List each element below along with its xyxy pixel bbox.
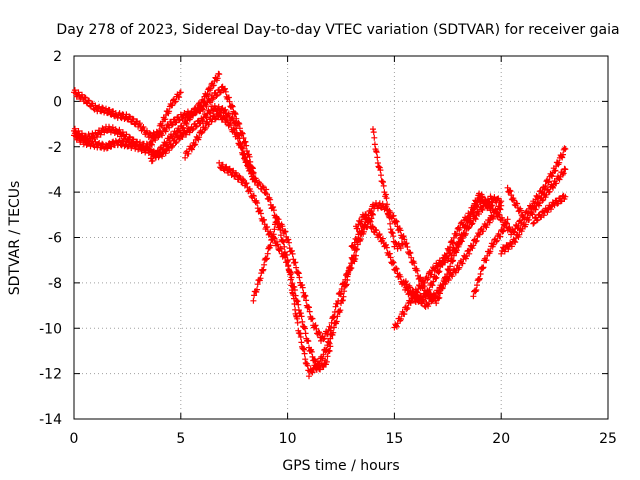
data-point-markers (504, 184, 526, 219)
data-points (71, 70, 569, 380)
series-arc-9 (370, 126, 406, 252)
y-tick-label: -14 (39, 412, 62, 428)
x-axis-label: GPS time / hours (282, 458, 399, 474)
x-tick-label: 5 (176, 431, 185, 447)
series-arc-5 (182, 109, 257, 183)
series-arc-14 (498, 165, 569, 257)
series-arc-13 (470, 216, 511, 300)
data-point-markers (391, 193, 505, 331)
y-tick-label: -4 (48, 185, 62, 201)
x-tick-label: 15 (385, 431, 403, 447)
data-point-markers (530, 192, 569, 227)
data-point-markers (470, 216, 511, 300)
data-point-markers (147, 70, 223, 165)
series-arc-1 (71, 83, 376, 380)
data-point-markers (182, 109, 257, 183)
y-tick-label: 2 (53, 49, 62, 65)
y-tick-label: -10 (39, 321, 62, 337)
y-tick-label: -2 (48, 140, 62, 156)
y-tick-label: -8 (48, 276, 62, 292)
x-tick-label: 10 (279, 431, 297, 447)
data-point-markers (370, 126, 406, 252)
data-point-markers (498, 165, 569, 257)
y-axis-label: SDTVAR / TECUs (7, 181, 23, 296)
series-arc-11 (391, 193, 505, 331)
y-tick-label: 0 (53, 94, 62, 110)
chart-title: Day 278 of 2023, Sidereal Day-to-day VTE… (56, 22, 619, 38)
series-arc-12 (402, 202, 505, 310)
x-tick-label: 25 (599, 431, 617, 447)
data-point-markers (71, 83, 376, 380)
data-point-markers (250, 216, 359, 344)
series-arc-4 (147, 70, 223, 165)
x-tick-label: 0 (70, 431, 79, 447)
grid-lines (74, 56, 608, 419)
series-arc-15 (530, 192, 569, 227)
y-tick-label: -6 (48, 231, 62, 247)
series-arc-7 (250, 216, 359, 344)
x-tick-label: 20 (492, 431, 510, 447)
data-point-markers (402, 202, 505, 310)
y-tick-label: -12 (39, 367, 62, 383)
series-arc-16 (504, 184, 526, 219)
